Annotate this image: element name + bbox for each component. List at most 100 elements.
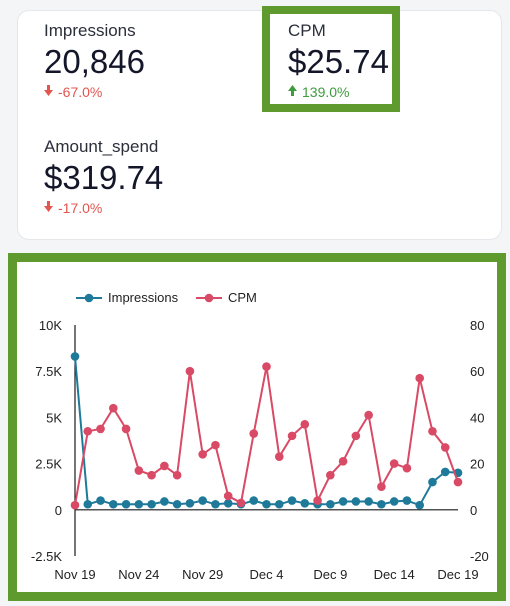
- metric-impressions[interactable]: Impressions 20,846 -67.0%: [44, 21, 145, 101]
- data-point-impressions: [223, 499, 233, 508]
- data-point-impressions: [147, 499, 156, 509]
- series-line-cpm: [74, 366, 459, 506]
- arrow-down-icon: [44, 199, 54, 217]
- x-tick-label: Dec 9: [313, 567, 347, 582]
- data-point-cpm: [364, 410, 373, 420]
- data-point-cpm: [70, 500, 80, 510]
- cpm-highlight-frame: [262, 6, 400, 112]
- data-point-impressions: [300, 499, 310, 508]
- data-point-impressions: [364, 497, 373, 506]
- data-point-cpm: [96, 424, 105, 434]
- chart-highlight-frame: [8, 253, 506, 601]
- data-point-cpm: [249, 429, 259, 438]
- y-left-tick-label: 0: [55, 503, 62, 518]
- data-point-impressions: [134, 499, 144, 509]
- y-right-tick-label: 80: [470, 318, 484, 333]
- data-point-cpm: [415, 373, 425, 383]
- data-point-impressions: [211, 499, 220, 509]
- data-point-impressions: [326, 499, 335, 509]
- data-point-cpm: [440, 443, 450, 452]
- data-point-impressions: [402, 496, 412, 505]
- data-point-impressions: [415, 500, 425, 510]
- y-left-tick-label: 7.5K: [35, 364, 62, 379]
- x-tick-label: Dec 4: [250, 567, 284, 582]
- data-point-impressions: [121, 499, 131, 509]
- data-point-impressions: [274, 499, 284, 509]
- data-point-cpm: [262, 362, 271, 371]
- data-point-cpm: [160, 461, 169, 471]
- x-tick-label: Nov 29: [182, 567, 223, 582]
- data-point-impressions: [351, 497, 361, 506]
- y-right-tick-label: 40: [470, 410, 484, 425]
- data-point-cpm: [338, 456, 348, 466]
- data-point-cpm: [83, 426, 93, 436]
- data-point-cpm: [287, 431, 297, 441]
- cpm-change: 139.0%: [288, 83, 389, 101]
- y-left-tick-label: 10K: [39, 318, 62, 333]
- legend-marker: [204, 293, 214, 303]
- data-point-cpm: [236, 498, 246, 508]
- data-point-cpm: [223, 491, 233, 501]
- data-point-impressions: [160, 497, 169, 506]
- data-point-impressions: [109, 499, 118, 509]
- data-point-cpm: [172, 470, 182, 480]
- metric-cpm[interactable]: CPM $25.74 139.0%: [288, 21, 389, 101]
- data-point-impressions: [96, 496, 105, 505]
- impressions-change-text: -67.0%: [58, 84, 103, 100]
- data-point-impressions: [83, 499, 93, 509]
- data-point-impressions: [262, 499, 271, 509]
- data-point-cpm: [121, 424, 131, 434]
- data-point-cpm: [147, 470, 156, 480]
- y-left-tick-label: -2.5K: [31, 549, 62, 564]
- data-point-impressions: [440, 467, 450, 477]
- impressions-label: Impressions: [44, 21, 136, 40]
- data-point-impressions: [198, 496, 207, 505]
- impressions-value: 20,846: [44, 43, 145, 80]
- data-point-impressions: [377, 499, 386, 509]
- x-tick-label: Nov 19: [54, 567, 95, 582]
- data-point-cpm: [402, 463, 412, 473]
- cpm-label: CPM: [288, 21, 326, 40]
- data-point-cpm: [313, 496, 322, 505]
- data-point-cpm: [453, 477, 463, 487]
- x-tick-label: Dec 19: [437, 567, 478, 582]
- metric-amount-spend[interactable]: Amount_spend $319.74 -17.0%: [44, 137, 163, 217]
- amount-spend-change: -17.0%: [44, 199, 163, 217]
- x-tick-label: Dec 14: [374, 567, 415, 582]
- y-right-tick-label: -20: [470, 549, 489, 564]
- data-point-impressions: [389, 497, 399, 506]
- kpi-card: Impressions 20,846 -67.0% CPM $25.74 139…: [17, 10, 502, 240]
- arrow-up-icon: [288, 83, 298, 101]
- data-point-cpm: [211, 440, 220, 450]
- legend-marker: [84, 293, 94, 303]
- cpm-value: $25.74: [288, 43, 389, 80]
- amount-spend-value: $319.74: [44, 159, 164, 196]
- data-point-cpm: [351, 431, 361, 441]
- data-point-impressions: [249, 496, 259, 505]
- data-point-impressions: [185, 499, 195, 508]
- data-point-impressions: [70, 352, 80, 361]
- amount-spend-change-text: -17.0%: [58, 200, 103, 216]
- data-point-impressions: [338, 497, 348, 506]
- y-right-tick-label: 0: [470, 503, 477, 518]
- series-line-impressions: [74, 356, 459, 507]
- data-point-cpm: [274, 452, 284, 461]
- data-point-cpm: [300, 420, 310, 429]
- data-point-cpm: [198, 450, 207, 459]
- data-point-cpm: [185, 366, 195, 376]
- data-point-impressions: [428, 477, 437, 487]
- y-right-tick-label: 20: [470, 457, 484, 472]
- data-point-impressions: [287, 496, 297, 505]
- data-point-cpm: [428, 426, 437, 436]
- data-point-cpm: [109, 403, 118, 413]
- data-point-cpm: [389, 459, 399, 468]
- data-point-cpm: [134, 466, 144, 475]
- impressions-change: -67.0%: [44, 83, 145, 101]
- y-left-tick-label: 5K: [46, 410, 62, 425]
- amount-spend-label: Amount_spend: [44, 137, 159, 156]
- x-tick-label: Nov 24: [118, 567, 159, 582]
- y-right-tick-label: 60: [470, 364, 484, 379]
- arrow-down-icon: [44, 83, 54, 101]
- data-point-cpm: [326, 470, 335, 480]
